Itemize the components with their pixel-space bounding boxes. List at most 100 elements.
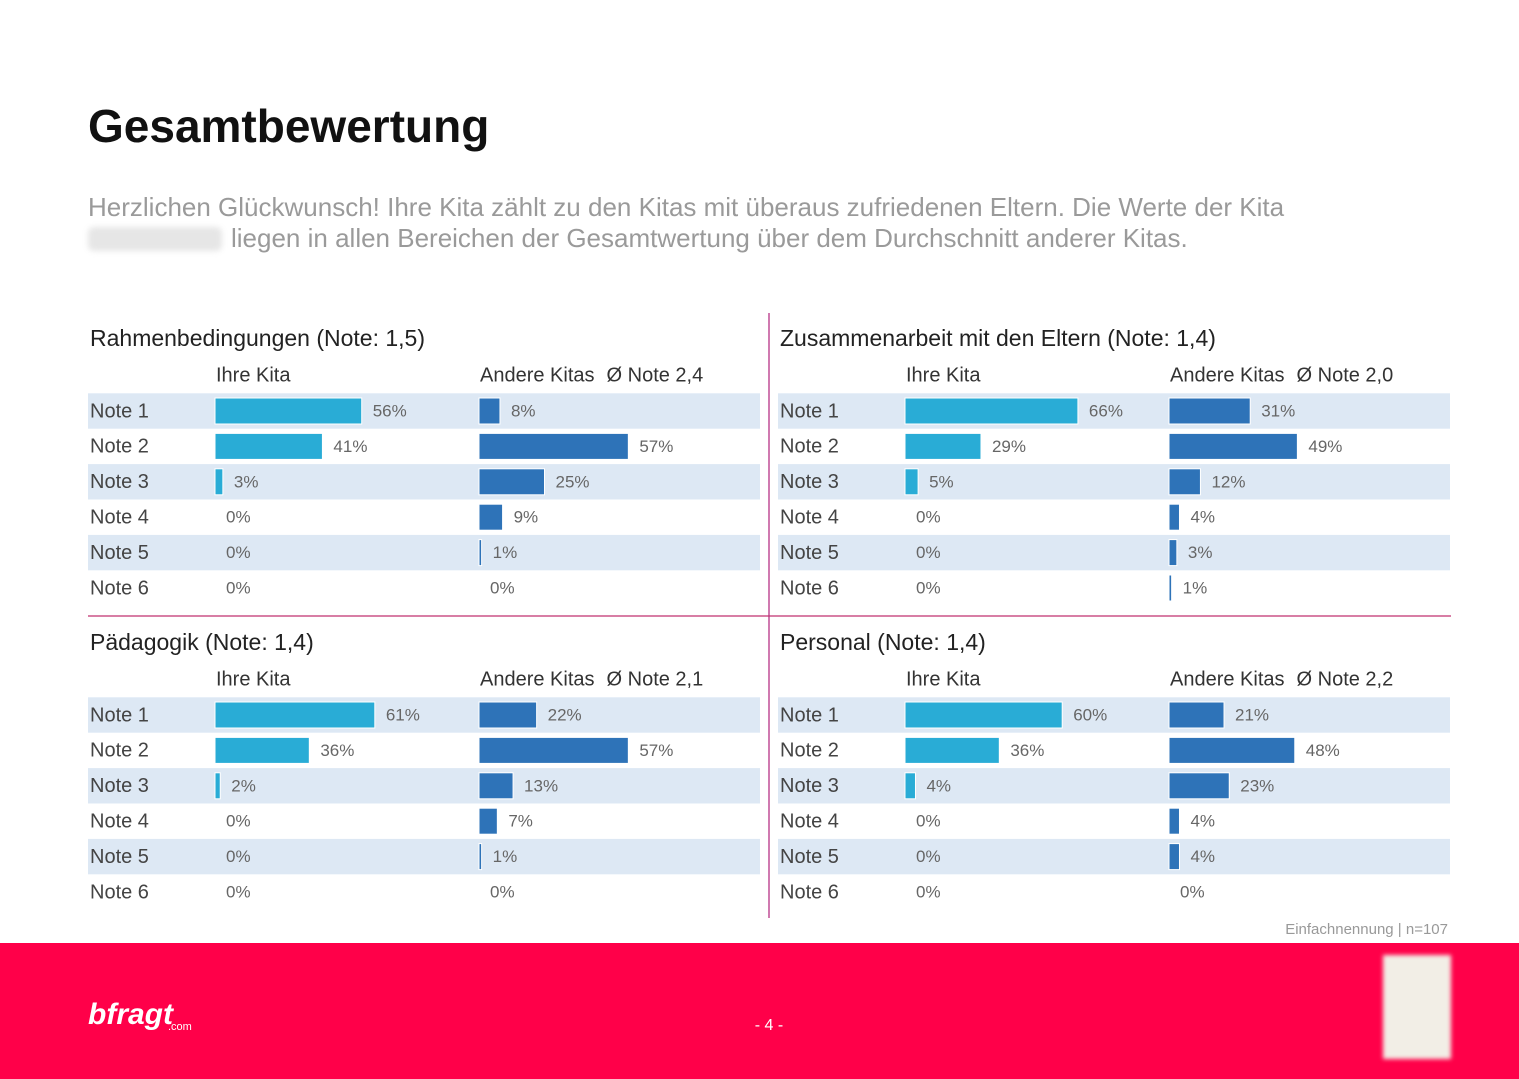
- series-header: Andere Kitas: [480, 364, 595, 386]
- value-label: 1%: [493, 847, 518, 866]
- series-header: Andere Kitas: [480, 668, 595, 690]
- category-label: Note 3: [780, 775, 839, 797]
- category-label: Note 3: [90, 471, 149, 493]
- bar: [478, 432, 629, 460]
- category-label: Note 1: [90, 400, 149, 422]
- category-label: Note 5: [90, 542, 149, 564]
- intro-text: liegen in allen Bereichen der Gesamtwert…: [231, 223, 1188, 253]
- value-label: 2%: [231, 776, 256, 795]
- bar: [904, 468, 919, 496]
- bar: [478, 843, 483, 871]
- bar: [1168, 807, 1180, 835]
- row-stripe: [88, 838, 760, 875]
- category-label: Note 6: [780, 881, 839, 903]
- value-label: 0%: [490, 578, 515, 597]
- value-label: 4%: [1190, 847, 1215, 866]
- bar: [1168, 468, 1201, 496]
- average-label: Ø Note 2,1: [607, 668, 704, 690]
- category-label: Note 3: [780, 471, 839, 493]
- bar: [478, 468, 545, 496]
- value-label: 61%: [386, 705, 420, 724]
- series-header: Andere Kitas: [1170, 364, 1285, 386]
- value-label: 25%: [556, 472, 590, 491]
- logo-suffix: .com: [168, 1021, 192, 1033]
- row-stripe: [778, 768, 1450, 804]
- category-label: Note 6: [90, 577, 149, 599]
- bar: [904, 701, 1063, 729]
- value-label: 48%: [1306, 741, 1340, 760]
- panel-title: Zusammenarbeit mit den Eltern (Note: 1,4…: [780, 325, 1216, 351]
- bar: [478, 772, 514, 800]
- category-label: Note 6: [780, 577, 839, 599]
- row-stripe: [778, 697, 1450, 733]
- bar: [1168, 843, 1180, 871]
- footnote: Einfachnennung | n=107: [1285, 921, 1448, 938]
- category-label: Note 5: [780, 542, 839, 564]
- value-label: 57%: [639, 741, 673, 760]
- value-label: 0%: [916, 847, 941, 866]
- panel-title: Pädagogik (Note: 1,4): [90, 629, 314, 655]
- bar: [1168, 539, 1178, 567]
- bar: [1168, 701, 1225, 729]
- value-label: 13%: [524, 776, 558, 795]
- intro-text: Herzlichen Glückwunsch! Ihre Kita zählt …: [88, 192, 1285, 222]
- category-label: Note 5: [780, 846, 839, 868]
- bar: [214, 468, 224, 496]
- row-stripe: [778, 393, 1450, 429]
- bar: [214, 397, 363, 425]
- bar: [214, 772, 221, 800]
- bar: [1168, 432, 1298, 460]
- bar: [904, 736, 1000, 764]
- value-label: 0%: [1180, 882, 1205, 901]
- value-label: 1%: [493, 543, 518, 562]
- row-stripe: [88, 768, 760, 804]
- value-label: 0%: [226, 812, 251, 831]
- category-label: Note 2: [780, 436, 839, 458]
- bar: [478, 539, 483, 567]
- panel-title: Rahmenbedingungen (Note: 1,5): [90, 325, 425, 351]
- series-header: Ihre Kita: [216, 668, 291, 690]
- value-label: 0%: [490, 882, 515, 901]
- category-label: Note 1: [780, 704, 839, 726]
- bar: [1168, 503, 1180, 531]
- category-label: Note 3: [90, 775, 149, 797]
- series-header: Andere Kitas: [1170, 668, 1285, 690]
- page-number: - 4 -: [755, 1017, 783, 1034]
- category-label: Note 2: [780, 740, 839, 762]
- value-label: 7%: [508, 812, 533, 831]
- page-title: Gesamtbewertung: [88, 100, 489, 152]
- redacted-name: [88, 227, 222, 251]
- bar: [1168, 736, 1296, 764]
- value-label: 0%: [226, 882, 251, 901]
- bar: [1168, 772, 1230, 800]
- category-label: Note 1: [780, 400, 839, 422]
- value-label: 60%: [1073, 705, 1107, 724]
- value-label: 0%: [226, 847, 251, 866]
- category-label: Note 1: [90, 704, 149, 726]
- row-stripe: [88, 534, 760, 571]
- value-label: 0%: [226, 508, 251, 527]
- category-label: Note 2: [90, 740, 149, 762]
- value-label: 8%: [511, 401, 536, 420]
- logo: bfragt: [88, 998, 175, 1031]
- value-label: 0%: [916, 578, 941, 597]
- panel-title: Personal (Note: 1,4): [780, 629, 986, 655]
- value-label: 0%: [916, 543, 941, 562]
- row-stripe: [88, 393, 760, 429]
- category-label: Note 2: [90, 436, 149, 458]
- value-label: 66%: [1089, 401, 1123, 420]
- value-label: 0%: [916, 508, 941, 527]
- value-label: 21%: [1235, 705, 1269, 724]
- bar: [478, 736, 629, 764]
- footer-band: [0, 943, 1519, 1079]
- value-label: 9%: [514, 508, 539, 527]
- value-label: 36%: [1010, 741, 1044, 760]
- value-label: 57%: [639, 437, 673, 456]
- bar: [478, 701, 538, 729]
- value-label: 4%: [926, 776, 951, 795]
- series-header: Ihre Kita: [216, 364, 291, 386]
- value-label: 29%: [992, 437, 1026, 456]
- value-label: 4%: [1190, 508, 1215, 527]
- value-label: 49%: [1308, 437, 1342, 456]
